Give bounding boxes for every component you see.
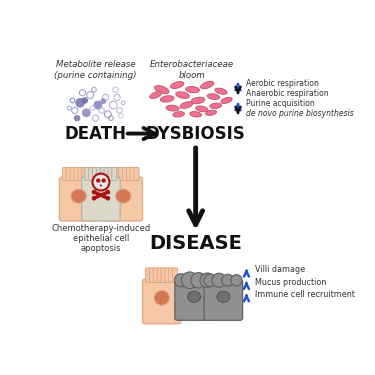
Text: DYSBIOSIS: DYSBIOSIS <box>146 124 246 142</box>
Circle shape <box>204 274 217 286</box>
Ellipse shape <box>150 92 162 99</box>
FancyBboxPatch shape <box>146 268 151 282</box>
Text: Anaerobic respiration: Anaerobic respiration <box>246 89 329 98</box>
FancyBboxPatch shape <box>153 268 158 282</box>
Circle shape <box>101 99 106 104</box>
FancyBboxPatch shape <box>107 167 112 180</box>
Circle shape <box>191 273 206 288</box>
Text: Mucus production: Mucus production <box>255 278 326 286</box>
FancyBboxPatch shape <box>123 167 128 180</box>
FancyBboxPatch shape <box>142 279 181 324</box>
FancyBboxPatch shape <box>108 167 113 180</box>
FancyBboxPatch shape <box>89 167 94 180</box>
FancyBboxPatch shape <box>88 167 94 180</box>
FancyBboxPatch shape <box>59 177 98 221</box>
FancyBboxPatch shape <box>104 167 109 180</box>
Ellipse shape <box>176 92 189 98</box>
FancyBboxPatch shape <box>104 177 142 221</box>
Ellipse shape <box>215 88 227 94</box>
Circle shape <box>182 272 198 288</box>
FancyBboxPatch shape <box>66 167 71 180</box>
Text: de novo purine biosynthesis: de novo purine biosynthesis <box>246 109 354 118</box>
Circle shape <box>93 174 110 190</box>
Ellipse shape <box>207 94 219 99</box>
Circle shape <box>92 190 96 194</box>
Circle shape <box>94 101 102 109</box>
Ellipse shape <box>180 102 193 108</box>
FancyBboxPatch shape <box>157 268 162 282</box>
Circle shape <box>82 109 90 117</box>
FancyBboxPatch shape <box>86 167 90 180</box>
FancyBboxPatch shape <box>82 167 87 180</box>
Ellipse shape <box>206 110 216 116</box>
FancyBboxPatch shape <box>165 268 170 282</box>
FancyBboxPatch shape <box>96 167 101 180</box>
Polygon shape <box>99 184 102 186</box>
FancyBboxPatch shape <box>126 167 131 180</box>
Ellipse shape <box>190 112 201 117</box>
FancyBboxPatch shape <box>100 167 105 180</box>
Ellipse shape <box>191 97 205 104</box>
Circle shape <box>82 98 87 103</box>
Ellipse shape <box>154 291 170 305</box>
Text: Immune cell recruitment: Immune cell recruitment <box>255 290 355 299</box>
Circle shape <box>212 273 226 287</box>
Ellipse shape <box>210 103 222 108</box>
Text: Chemotherapy-induced
epithelial cell
apoptosis: Chemotherapy-induced epithelial cell apo… <box>51 224 151 254</box>
Circle shape <box>231 274 242 286</box>
Circle shape <box>76 99 84 107</box>
FancyBboxPatch shape <box>115 167 120 180</box>
FancyBboxPatch shape <box>93 167 98 180</box>
Ellipse shape <box>188 291 201 302</box>
Circle shape <box>174 274 188 287</box>
Text: Aerobic respiration: Aerobic respiration <box>246 79 320 88</box>
Circle shape <box>96 178 100 183</box>
Ellipse shape <box>166 105 179 111</box>
Ellipse shape <box>116 189 131 203</box>
FancyBboxPatch shape <box>85 167 90 180</box>
FancyBboxPatch shape <box>82 177 120 221</box>
FancyBboxPatch shape <box>112 167 117 180</box>
Circle shape <box>106 196 110 201</box>
FancyBboxPatch shape <box>172 268 177 282</box>
FancyBboxPatch shape <box>204 279 243 320</box>
FancyBboxPatch shape <box>134 167 139 180</box>
Ellipse shape <box>201 81 214 89</box>
Text: Enterobacteriaceae
bloom: Enterobacteriaceae bloom <box>150 60 234 80</box>
Text: Villi damage: Villi damage <box>255 266 305 274</box>
Ellipse shape <box>221 98 232 104</box>
Text: Metabolite release
(purine containing): Metabolite release (purine containing) <box>54 60 137 80</box>
Ellipse shape <box>217 291 230 302</box>
FancyBboxPatch shape <box>78 167 83 180</box>
FancyBboxPatch shape <box>111 167 116 180</box>
Ellipse shape <box>173 112 184 117</box>
Ellipse shape <box>186 87 200 93</box>
Ellipse shape <box>160 96 174 102</box>
Circle shape <box>102 178 106 183</box>
FancyBboxPatch shape <box>63 167 68 180</box>
FancyBboxPatch shape <box>74 167 79 180</box>
FancyBboxPatch shape <box>169 268 174 282</box>
FancyBboxPatch shape <box>118 167 124 180</box>
FancyBboxPatch shape <box>161 268 166 282</box>
Ellipse shape <box>71 189 86 203</box>
Circle shape <box>74 116 80 121</box>
Circle shape <box>222 274 234 286</box>
Circle shape <box>92 196 96 201</box>
FancyBboxPatch shape <box>175 279 213 320</box>
Text: Purine acquisition: Purine acquisition <box>246 99 315 108</box>
FancyBboxPatch shape <box>130 167 135 180</box>
Text: DEATH: DEATH <box>64 124 126 142</box>
Ellipse shape <box>154 86 169 94</box>
FancyBboxPatch shape <box>150 268 154 282</box>
Circle shape <box>200 273 214 288</box>
Text: DISEASE: DISEASE <box>149 234 242 253</box>
Ellipse shape <box>196 106 208 112</box>
FancyBboxPatch shape <box>70 167 75 180</box>
Circle shape <box>106 190 110 194</box>
Ellipse shape <box>170 82 184 88</box>
